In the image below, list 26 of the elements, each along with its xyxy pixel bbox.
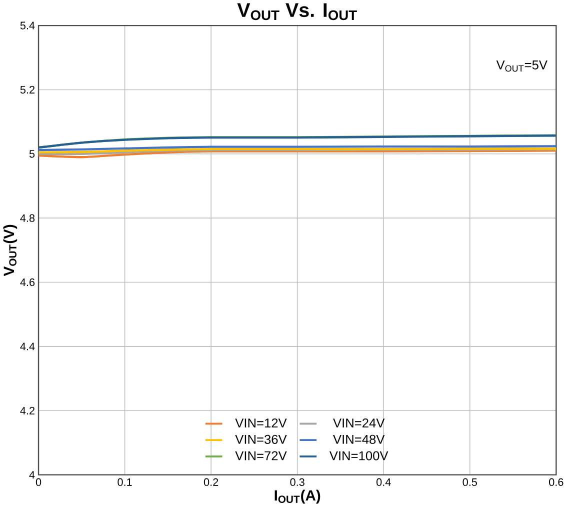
chart-title: V$_{OUT}$ Vs. I$_{OUT}$	[237, 3, 357, 20]
annotation: V$_{OUT}$=5V	[496, 60, 548, 72]
legend-label: VIN=36V	[235, 434, 287, 444]
x-tick-label: 0.2	[204, 478, 218, 486]
x-tick-label: 0.5	[462, 478, 477, 486]
x-tick-label: 0.6	[549, 478, 564, 486]
legend-label: VIN=72V	[235, 451, 287, 460]
x-tick-label: 0	[36, 478, 42, 486]
y-tick-label: 4.2	[20, 406, 34, 414]
legend-label: VIN=24V	[333, 418, 385, 428]
y-tick-label: 4.6	[20, 278, 35, 286]
x-tick-label: 0.4	[376, 478, 391, 486]
legend-label: VIN=12V	[235, 418, 287, 428]
y-tick-label: 5	[29, 150, 35, 158]
legend-label: VIN=100V	[329, 451, 388, 460]
text: I$_{OUT}$(A)	[274, 490, 320, 504]
y-tick-label: 4	[29, 471, 35, 479]
x-tick-label: 0.1	[118, 478, 132, 486]
y-tick-label: 4.8	[20, 214, 35, 222]
line-series	[38, 150, 556, 158]
legend-label: VIN=48V	[333, 434, 385, 444]
y-tick-label: 5.4	[20, 22, 35, 30]
y-tick-label: 4.4	[20, 342, 35, 350]
text: V$_{OUT}$(V)	[3, 224, 18, 276]
y-tick-label: 5.2	[20, 86, 34, 94]
x-tick-label: 0.3	[290, 478, 304, 486]
